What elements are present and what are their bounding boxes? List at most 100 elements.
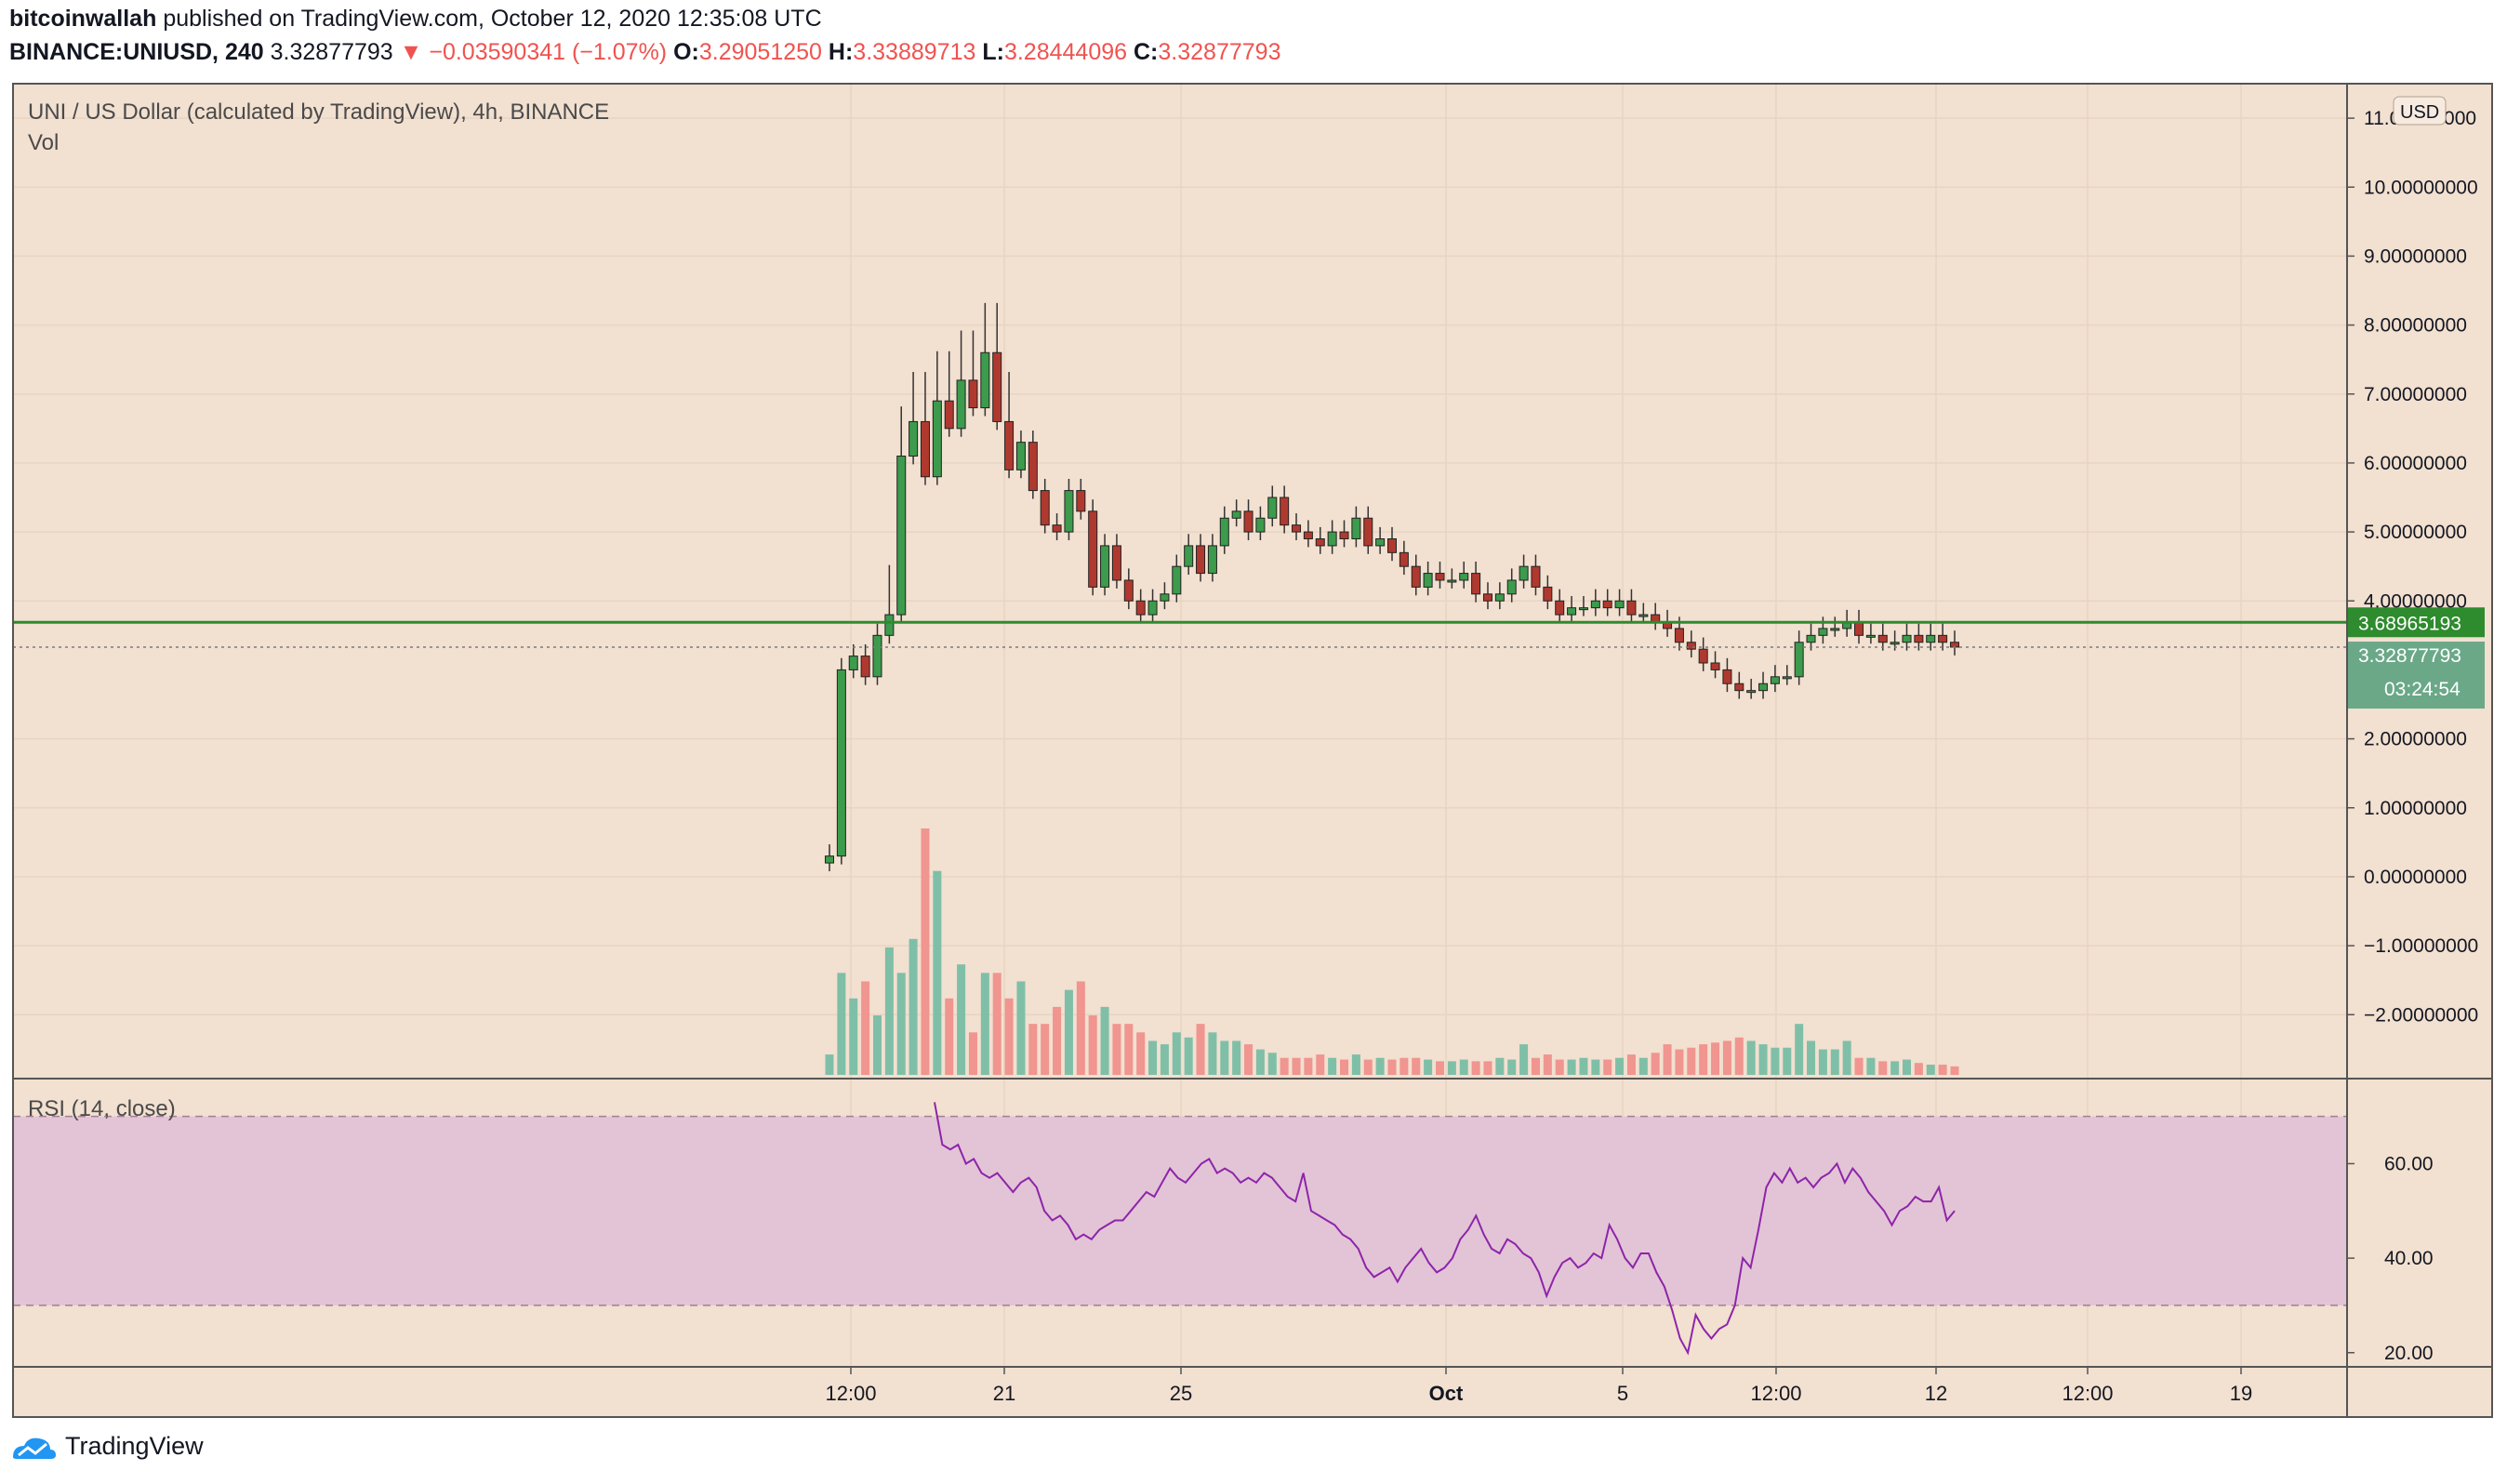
low-label: L: <box>982 39 1004 65</box>
volume-bar <box>1603 1059 1612 1075</box>
candle <box>1015 442 1026 470</box>
volume-bar <box>896 973 906 1075</box>
volume-bar <box>980 973 989 1075</box>
candle <box>968 379 978 409</box>
candle <box>1399 551 1409 567</box>
rsi-title: RSI (14, close) <box>28 1096 176 1121</box>
price-tick-label: 4.00000000 <box>2364 590 2467 612</box>
volume-bar <box>1088 1015 1097 1075</box>
volume-bar <box>921 828 930 1075</box>
candle <box>1890 642 1900 645</box>
candle <box>1865 634 1876 638</box>
volume-bar <box>1926 1065 1935 1075</box>
volume-bar <box>837 973 846 1075</box>
volume-bar <box>1196 1024 1205 1075</box>
candle <box>1555 600 1565 616</box>
candle <box>1938 634 1948 643</box>
candle <box>1196 545 1206 575</box>
price-axis-background <box>2347 84 2492 1417</box>
close-label: C: <box>1134 39 1159 65</box>
volume-bar <box>825 1054 834 1075</box>
candle <box>1806 634 1816 643</box>
time-tick-label: 5 <box>1617 1382 1628 1405</box>
publish-info: bitcoinwallah published on TradingView.c… <box>9 6 822 33</box>
price-tick-label: 0.00000000 <box>2364 867 2467 888</box>
rsi-tick-label: 60.00 <box>2384 1153 2434 1174</box>
volume-bar <box>1220 1040 1229 1075</box>
volume-bar <box>1016 981 1026 1075</box>
candle <box>1506 579 1517 595</box>
volume-bar <box>1854 1057 1864 1075</box>
change-value: ▼ −0.03590341 (−1.07%) <box>399 39 668 65</box>
volume-bar <box>1136 1032 1146 1075</box>
candle <box>1543 586 1553 602</box>
candle <box>1280 497 1290 526</box>
candle <box>1111 545 1121 581</box>
volume-bar <box>1711 1042 1720 1075</box>
volume-bar <box>1351 1054 1360 1075</box>
volume-bar <box>1519 1044 1529 1075</box>
volume-bar <box>1148 1040 1158 1075</box>
time-tick-label: 25 <box>1170 1382 1192 1405</box>
candle <box>1351 517 1361 539</box>
candle <box>1255 517 1266 533</box>
candle <box>1626 600 1637 616</box>
candle <box>896 456 907 616</box>
candle <box>1135 600 1146 616</box>
candle <box>1638 614 1649 617</box>
currency-badge <box>2393 96 2447 126</box>
volume-bar <box>1471 1061 1480 1075</box>
cloud-logo-icon <box>13 1438 56 1459</box>
price-tick-label: 1.00000000 <box>2364 798 2467 819</box>
open-value: 3.29051250 <box>698 39 822 65</box>
candle <box>1303 531 1313 539</box>
price-tick-label: 2.00000000 <box>2364 729 2467 750</box>
rsi-tick-label: 40.00 <box>2384 1248 2434 1269</box>
candle <box>1147 600 1158 616</box>
chart-area[interactable]: 11.0000000010.000000009.000000008.000000… <box>0 0 2507 1423</box>
candle <box>1100 545 1110 588</box>
volume-bar <box>1004 998 1014 1075</box>
symbol-label: BINANCE:UNIUSD, 240 <box>9 39 264 65</box>
volume-bar <box>1280 1057 1289 1075</box>
volume-bar <box>1112 1024 1121 1075</box>
candle <box>1423 573 1433 588</box>
volume-bar <box>1699 1044 1708 1075</box>
volume-bar <box>1830 1049 1839 1075</box>
candle <box>1722 669 1732 684</box>
price-tick-label: 9.00000000 <box>2364 245 2467 267</box>
candle <box>1877 634 1888 643</box>
candle <box>909 420 919 457</box>
time-tick-label: 12:00 <box>1750 1382 1801 1405</box>
candle <box>1028 442 1038 492</box>
time-tick-label: 19 <box>2230 1382 2252 1405</box>
volume-bar <box>1579 1057 1588 1075</box>
candle <box>1830 628 1840 631</box>
rsi-tick-label: 20.00 <box>2384 1343 2434 1364</box>
chart-border <box>12 83 2493 1418</box>
volume-bar <box>1734 1037 1744 1075</box>
candle <box>1184 545 1194 567</box>
tradingview-logo[interactable]: TradingView <box>9 1432 204 1461</box>
volume-bar <box>1447 1061 1456 1075</box>
candle <box>1375 538 1386 547</box>
price-tick-label: 5.00000000 <box>2364 522 2467 543</box>
volume-bar <box>1160 1044 1169 1075</box>
volume-bar <box>992 973 1001 1075</box>
volume-bar <box>1053 1006 1062 1075</box>
candle <box>1782 676 1792 680</box>
volume-bar <box>872 1015 882 1075</box>
author-name[interactable]: bitcoinwallah <box>9 6 157 32</box>
volume-bar <box>1626 1054 1636 1075</box>
candle <box>1267 497 1278 519</box>
candle <box>1040 490 1050 526</box>
volume-bar <box>1267 1053 1277 1075</box>
volume-bar <box>1783 1047 1792 1075</box>
volume-bar <box>1543 1054 1552 1075</box>
volume-bar <box>1424 1059 1433 1075</box>
candle <box>872 634 882 678</box>
candle <box>1531 565 1541 588</box>
candle <box>1734 682 1744 692</box>
candle <box>1447 579 1457 583</box>
support-line-badge <box>2347 607 2485 638</box>
